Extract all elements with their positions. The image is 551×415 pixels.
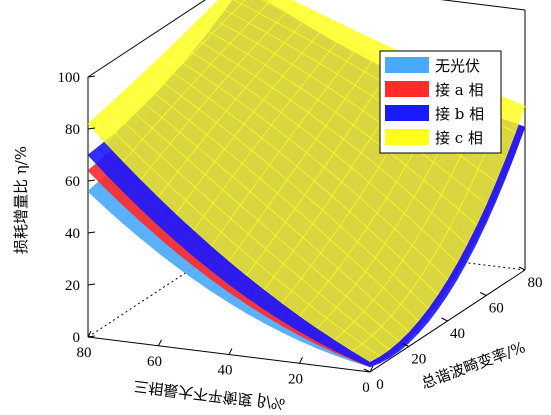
z-tick <box>87 75 96 78</box>
z-tick-label: 40 <box>65 226 80 242</box>
y-tick-label: 80 <box>528 275 543 291</box>
y-tick-label: 0 <box>376 377 384 393</box>
x-tick-label: 80 <box>77 345 92 361</box>
y-tick <box>518 266 526 271</box>
x-tick-label: 0 <box>362 380 370 396</box>
x-tick-label: 20 <box>288 371 303 387</box>
y-tick <box>402 343 409 347</box>
z-tick <box>87 231 96 234</box>
x-tick <box>87 330 92 338</box>
x-tick <box>299 357 303 364</box>
surface-patch <box>351 343 381 362</box>
legend-label: 无光伏 <box>435 57 480 75</box>
z-tick-label: 80 <box>65 122 80 138</box>
z-axis-label: 损耗增量比 η/% <box>12 146 30 254</box>
legend-swatch <box>385 129 429 145</box>
z-tick <box>87 127 96 130</box>
x-tick <box>158 339 162 346</box>
z-tick <box>87 335 96 338</box>
floor-back-line <box>87 234 244 338</box>
box-edge-top-right <box>440 0 526 11</box>
y-axis-label: 总谐波畸变率/% <box>419 338 528 392</box>
z-tick <box>87 179 96 182</box>
legend-label: 接 a 相 <box>435 81 483 99</box>
y-tick-label: 60 <box>489 301 504 317</box>
z-tick-label: 0 <box>73 330 81 346</box>
legend-swatch <box>385 105 429 121</box>
x-tick <box>228 348 233 355</box>
legend-swatch <box>385 57 429 73</box>
x-tick <box>369 365 374 373</box>
z-tick-label: 60 <box>65 174 80 190</box>
legend-label: 接 b 相 <box>435 105 484 123</box>
y-tick <box>363 368 371 373</box>
legend-swatch <box>385 81 429 97</box>
z-tick-label: 100 <box>58 70 81 86</box>
y-tick <box>441 317 448 322</box>
x-tick-label: 60 <box>147 354 162 370</box>
y-tick-label: 20 <box>411 352 426 368</box>
z-tick-label: 20 <box>65 278 80 294</box>
x-axis-label: 三相最大不平衡度 β/% <box>132 377 286 413</box>
x-tick-label: 40 <box>218 363 233 379</box>
y-tick-label: 40 <box>450 326 465 342</box>
z-tick <box>87 283 96 286</box>
box-edge-top-left <box>87 0 206 78</box>
legend-label: 接 c 相 <box>435 129 483 147</box>
y-tick <box>480 292 487 296</box>
surface-patch <box>233 0 246 5</box>
